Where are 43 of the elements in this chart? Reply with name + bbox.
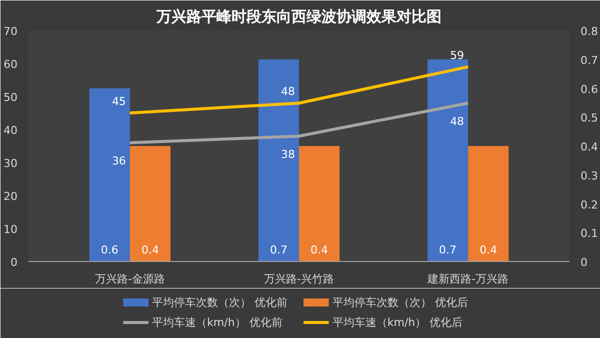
bar (299, 146, 340, 262)
y2-tick-label: 0.2 (580, 198, 598, 212)
legend-label: 平均车速（km/h） 优化后 (332, 316, 463, 329)
data-label: 48 (281, 85, 296, 98)
y2-tick-label: 0 (580, 256, 588, 269)
y-tick-label: 60 (4, 58, 18, 71)
data-label: 38 (281, 148, 296, 162)
data-label: 0.6 (100, 244, 118, 256)
x-tick-label: 万兴路-兴竹路 (264, 272, 334, 286)
data-label: 59 (450, 48, 464, 62)
bar (130, 146, 171, 262)
x-tick-label: 建新西路-万兴路 (426, 272, 509, 286)
data-label: 0.4 (141, 244, 159, 256)
y2-tick-label: 0.6 (580, 82, 598, 96)
legend-label: 平均停车次数（次） 优化后 (332, 296, 468, 309)
y2-tick-label: 0.1 (580, 227, 598, 240)
data-label: 36 (112, 154, 126, 168)
y-tick-label: 50 (4, 91, 18, 104)
data-label: 0.4 (310, 244, 328, 256)
y2-tick-label: 0.7 (580, 54, 598, 67)
data-label: 48 (450, 115, 464, 128)
y-tick-label: 40 (4, 124, 18, 137)
data-label: 45 (112, 95, 126, 108)
y-tick-label: 20 (4, 190, 18, 203)
chart-title: 万兴路平峰时段东向西绿波协调效果对比图 (156, 8, 442, 26)
x-tick-label: 万兴路-金源路 (94, 272, 165, 286)
data-label: 0.7 (270, 244, 288, 256)
y2-tick-label: 0.5 (580, 112, 598, 125)
data-label: 0.4 (480, 244, 498, 256)
y2-tick-label: 0.4 (580, 140, 598, 154)
y-tick-label: 70 (4, 25, 18, 38)
legend-label: 平均停车次数（次） 优化前 (152, 296, 288, 309)
bar (89, 88, 130, 262)
legend-label: 平均车速（km/h） 优化前 (152, 316, 282, 329)
y-tick-label: 0 (10, 256, 18, 269)
y-tick-label: 30 (4, 157, 18, 170)
bar (427, 59, 468, 262)
y2-tick-label: 0.8 (580, 25, 598, 38)
y2-tick-label: 0.3 (580, 169, 598, 182)
bar (468, 146, 509, 262)
data-label: 0.7 (439, 244, 457, 256)
bar (258, 59, 299, 262)
y-tick-label: 10 (4, 223, 18, 236)
